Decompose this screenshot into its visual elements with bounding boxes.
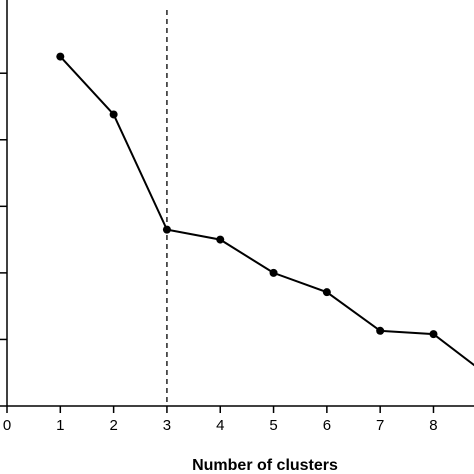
x-tick-label: 7 bbox=[376, 417, 384, 434]
data-point bbox=[162, 225, 171, 234]
x-tick-label: 3 bbox=[163, 417, 171, 434]
data-point bbox=[429, 330, 438, 339]
x-tick-label: 0 bbox=[3, 417, 11, 434]
plot-area bbox=[56, 52, 474, 367]
x-tick-label: 4 bbox=[216, 417, 224, 434]
x-tick-label: 6 bbox=[323, 417, 331, 434]
data-point bbox=[376, 326, 385, 335]
data-point bbox=[216, 235, 225, 244]
data-point bbox=[269, 268, 278, 277]
x-tick-label: 2 bbox=[109, 417, 117, 434]
x-tick-label: 1 bbox=[56, 417, 64, 434]
x-axis-label: Number of clusters bbox=[192, 457, 338, 474]
data-point bbox=[56, 52, 65, 61]
data-point bbox=[109, 110, 118, 119]
data-point bbox=[322, 288, 331, 297]
x-tick-label: 5 bbox=[269, 417, 277, 434]
series-line bbox=[59, 55, 474, 367]
x-tick-label: 8 bbox=[429, 417, 437, 434]
